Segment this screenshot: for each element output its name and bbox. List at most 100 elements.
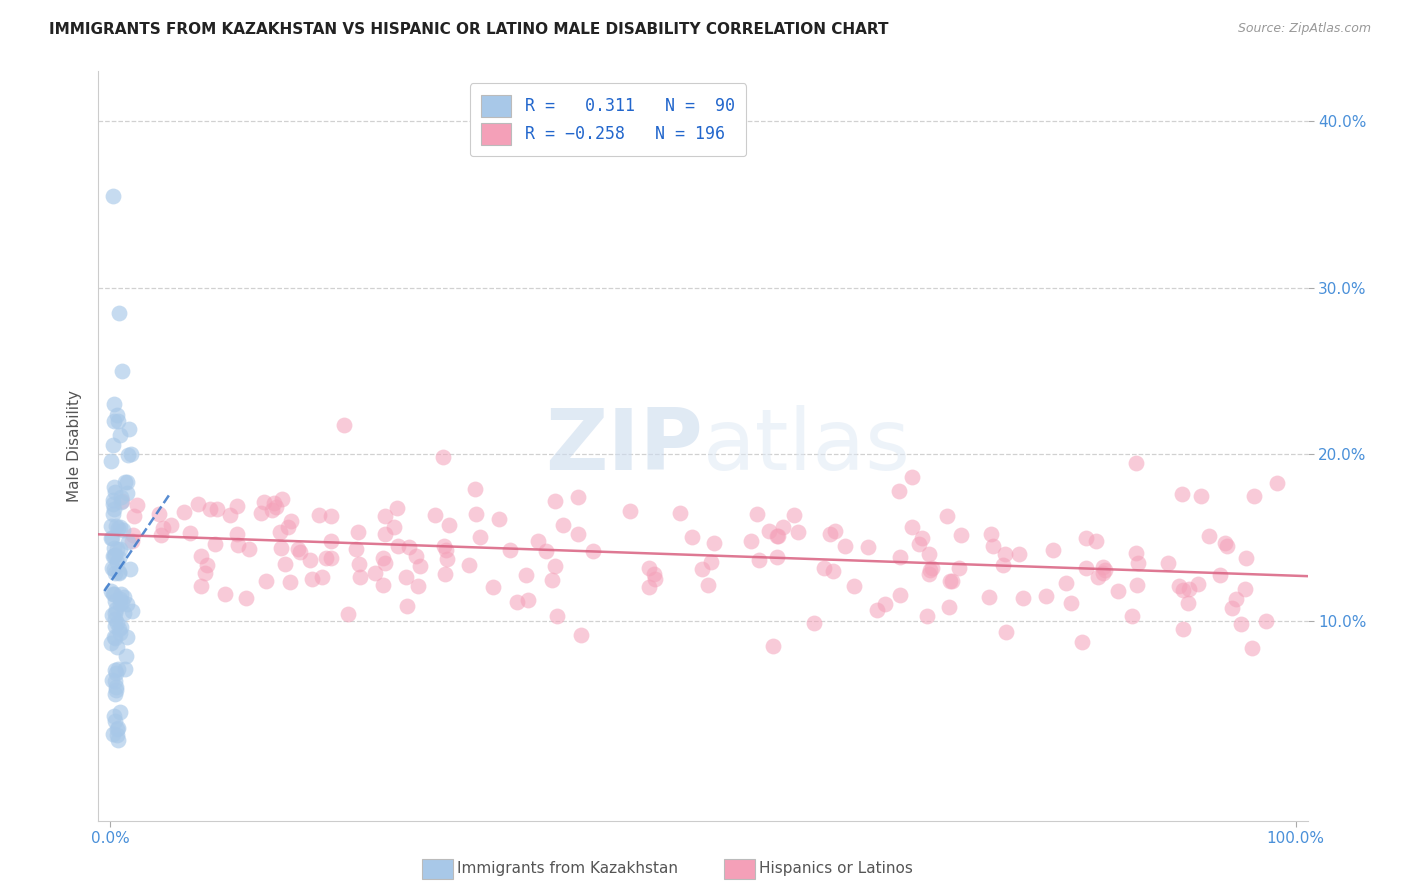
Point [908,537,931,551]
Point [101,507,124,521]
Point [385,501,408,516]
Point [993,558,1015,573]
Point [103,414,125,428]
Point [373,550,395,565]
Point [1092,560,1115,574]
Point [690,562,713,576]
Point [103,497,125,511]
Point [546,608,568,623]
Point [766,549,789,564]
Point [100,584,122,599]
Point [173,504,195,518]
Point [100,636,122,650]
Point [104,682,127,697]
Point [387,540,409,554]
Point [488,512,510,526]
Point [1126,578,1149,592]
Point [432,450,454,464]
Point [107,721,129,735]
Point [103,501,125,516]
Point [115,630,138,644]
Point [115,475,138,489]
Point [225,499,247,513]
Point [482,580,505,594]
Point [194,566,217,580]
Point [866,603,889,617]
Point [110,495,132,509]
Point [101,189,124,203]
Point [104,619,127,633]
Point [271,492,294,507]
Point [697,578,720,592]
Point [100,673,122,687]
Point [842,579,865,593]
Point [277,520,299,534]
Point [994,547,1017,561]
Point [238,541,260,556]
Point [644,572,666,586]
Point [115,486,138,500]
Point [406,579,429,593]
Point [434,542,457,557]
Point [226,538,249,552]
Point [118,562,141,576]
Point [1209,568,1232,582]
Point [921,561,943,575]
Point [148,508,170,522]
Point [103,586,125,600]
Point [104,602,127,616]
Point [287,541,309,556]
Point [766,529,789,543]
Point [643,566,665,581]
Point [918,548,941,562]
Point [436,551,458,566]
Point [103,709,125,723]
Point [111,595,134,609]
Point [437,517,460,532]
Point [110,591,132,606]
Point [1234,550,1257,565]
Point [120,447,142,461]
Point [105,728,128,742]
Point [103,541,125,555]
Point [541,573,564,587]
Point [260,502,283,516]
Point [108,541,131,556]
Point [105,518,128,533]
Point [336,607,359,622]
Point [938,600,960,615]
Point [280,514,302,528]
Point [347,525,370,540]
Point [103,587,125,601]
Point [371,578,394,592]
Point [108,566,131,580]
Point [103,549,125,563]
Point [748,552,770,566]
Point [1157,556,1180,570]
Point [108,520,131,534]
Point [344,542,367,557]
Point [150,528,173,542]
Point [195,558,218,573]
Point [321,508,343,523]
Point [111,494,134,508]
Point [813,560,835,574]
Point [889,588,911,602]
Point [740,534,762,549]
Point [938,574,960,588]
Point [107,622,129,636]
Point [105,408,128,422]
Point [152,521,174,535]
Point [747,508,769,522]
Point [506,595,529,609]
Point [108,626,131,640]
Point [1008,547,1031,561]
Point [100,531,122,545]
Point [1243,489,1265,503]
Point [105,681,128,695]
Point [122,508,145,523]
Point [766,529,789,543]
Point [101,531,124,545]
Point [103,631,125,645]
Point [1087,570,1109,584]
